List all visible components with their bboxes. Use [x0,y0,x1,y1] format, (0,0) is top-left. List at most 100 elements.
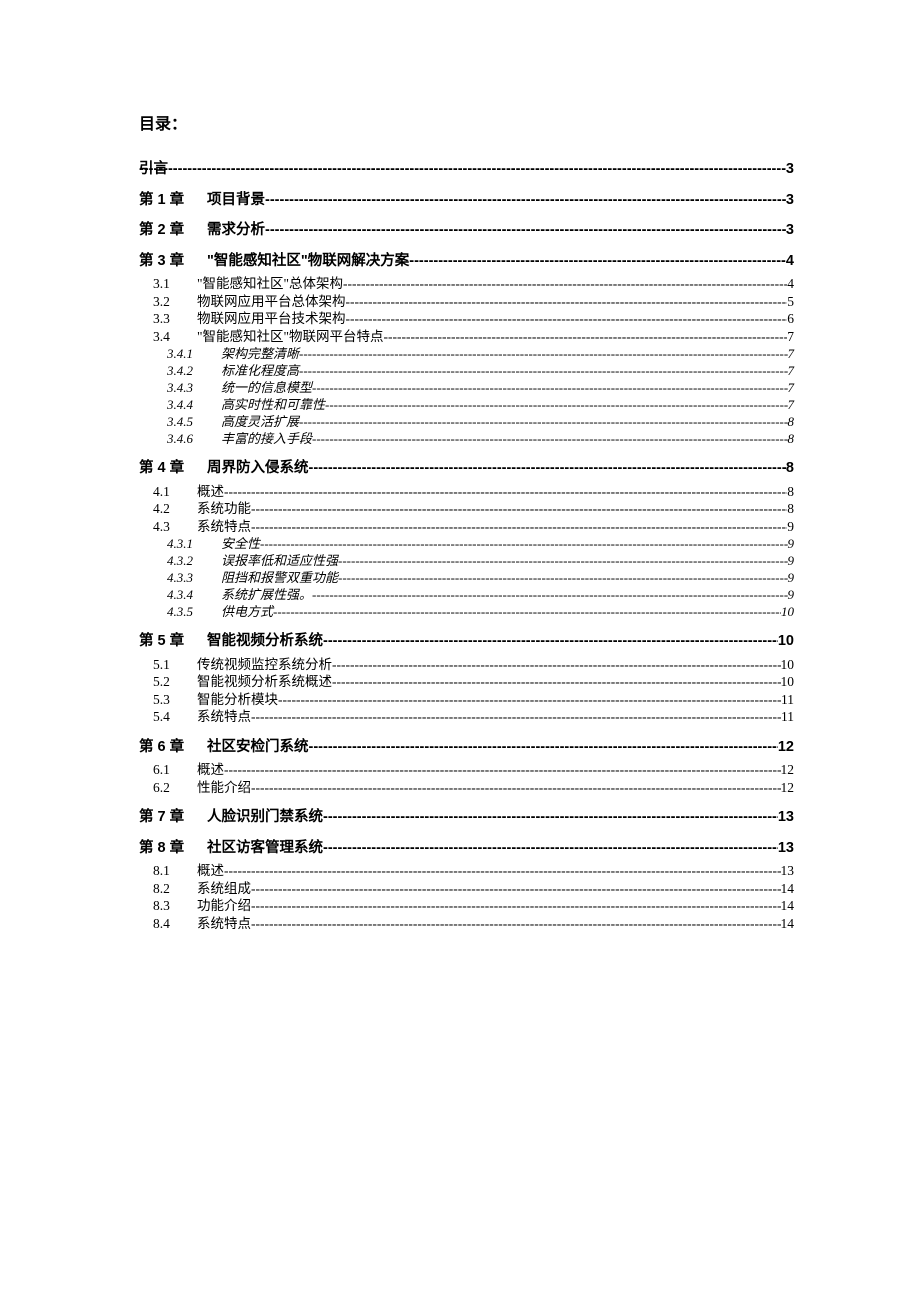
toc-entry-label: 第 5 章 [139,634,207,649]
toc-entry: 5.4系统特点---------------------------------… [139,710,794,724]
toc-entry-label: 第 6 章 [139,740,207,755]
toc-entry-page: 8 [788,432,795,445]
toc-entry-page: 4 [787,277,794,291]
toc-entry-text: 智能视频分析系统 [207,634,323,649]
toc-entry: 8.4系统特点---------------------------------… [139,917,794,931]
toc-entry-label: 4.3.4 [139,588,221,601]
toc-entry: 5.1传统视频监控系统分析---------------------------… [139,658,794,672]
toc-leader-dots: ----------------------------------------… [251,710,781,724]
toc-leader-dots: ----------------------------------------… [343,277,787,291]
toc-leader-dots: ----------------------------------------… [323,841,778,856]
toc-entry-label: 8.3 [139,899,197,913]
toc-leader-dots: ----------------------------------------… [224,485,787,499]
toc-entry-label: 4.3 [139,520,197,534]
toc-entry-page: 13 [778,810,794,825]
toc-entry-label: 3.3 [139,312,197,326]
toc-entry-label: 3.4.5 [139,415,221,428]
toc-leader-dots: ----------------------------------------… [251,882,781,896]
toc-entry: 4.3.4系统扩展性强。----------------------------… [139,588,794,601]
toc-entry-label: 4.3.3 [139,571,221,584]
toc-leader-dots: ----------------------------------------… [251,502,787,516]
toc-entry: 3.2物联网应用平台总体架构 -------------------------… [139,295,794,309]
toc-leader-dots: ----------------------------------------… [409,254,786,269]
toc-leader-dots: ----------------------------------------… [338,554,787,567]
toc-entry-page: 7 [788,381,795,394]
toc-entry-text: "智能感知社区"物联网平台特点 [197,330,384,344]
toc-entry: 第 2 章需求分析 ------------------------------… [139,223,794,238]
toc-entry-text: 项目背景 [207,193,265,208]
toc-entry: 第 5 章智能视频分析系统 --------------------------… [139,634,794,649]
toc-entry: 4.2系统功能 --------------------------------… [139,502,794,516]
toc-entry: 5.3智能分析模块-------------------------------… [139,693,794,707]
toc-entry-label: 3.4.3 [139,381,221,394]
toc-entry-label: 4.2 [139,502,197,516]
toc-entry-label: 5.3 [139,693,197,707]
toc-entry-page: 9 [787,520,794,534]
toc-entry: 4.3.2误报率低和适应性强--------------------------… [139,554,794,567]
toc-entry-label: 第 7 章 [139,810,207,825]
toc-title: 目录： [139,110,794,134]
toc-leader-dots: ----------------------------------------… [278,693,781,707]
toc-entry-label: 4.3.5 [139,605,221,618]
toc-entry: 4.3.1安全性--------------------------------… [139,537,794,550]
toc-entry-text: 需求分析 [207,223,265,238]
toc-leader-dots: ----------------------------------------… [251,917,781,931]
toc-entry: 4.3系统特点 --------------------------------… [139,520,794,534]
toc-leader-dots: ----------------------------------------… [139,162,786,177]
toc-entry-page: 8 [787,502,794,516]
toc-entry: 3.4"智能感知社区"物联网平台特点 ---------------------… [139,330,794,344]
toc-entry-text: 概述 [197,763,224,777]
toc-entry-label: 3.4.4 [139,398,221,411]
toc-leader-dots: ----------------------------------------… [312,381,787,394]
toc-entry: 4.3.3阻挡和报警双重功能--------------------------… [139,571,794,584]
toc-entry: 3.1"智能感知社区"总体架构 ------------------------… [139,277,794,291]
toc-entry-page: 7 [788,398,795,411]
toc-entry-text: 智能视频分析系统概述 [197,675,332,689]
toc-entry-text: 系统扩展性强。 [221,588,312,601]
toc-entry: 4.3.5供电方式 ------------------------------… [139,605,794,618]
toc-entry: 引言--------------------------------------… [139,162,794,177]
toc-entry: 3.4.4高实时性和可靠性---------------------------… [139,398,794,411]
toc-entry-label: 5.2 [139,675,197,689]
toc-entry: 3.3物联网应用平台技术架构 -------------------------… [139,312,794,326]
toc-entry-page: 13 [778,841,794,856]
toc-leader-dots: ----------------------------------------… [346,295,788,309]
toc-entry-page: 11 [781,710,794,724]
toc-entry-page: 9 [788,537,795,550]
toc-entry-text: 系统特点 [197,710,251,724]
toc-entry-label: 3.4.1 [139,347,221,360]
toc-leader-dots: ----------------------------------------… [325,398,787,411]
toc-leader-dots: ----------------------------------------… [332,675,781,689]
toc-entry: 第 6 章社区安检门系统 ---------------------------… [139,740,794,755]
toc-entry-text: 概述 [197,485,224,499]
toc-entry-label: 5.1 [139,658,197,672]
toc-leader-dots: ----------------------------------------… [323,810,778,825]
toc-entry-label: 5.4 [139,710,197,724]
toc-entry-label: 6.1 [139,763,197,777]
toc-entry: 第 4 章周界防入侵系统 ---------------------------… [139,461,794,476]
toc-entry-label: 第 3 章 [139,254,207,269]
toc-entry: 3.4.3统一的信息模型----------------------------… [139,381,794,394]
toc-entry-text: 传统视频监控系统分析 [197,658,332,672]
toc-entry-text: 智能分析模块 [197,693,278,707]
toc-entry-page: 14 [781,899,795,913]
toc-leader-dots: ----------------------------------------… [312,432,787,445]
toc-entry-label: 3.4.2 [139,364,221,377]
toc-leader-dots: ----------------------------------------… [384,330,788,344]
toc-leader-dots: ----------------------------------------… [224,763,781,777]
toc-entry-page: 10 [781,675,795,689]
toc-entry-label: 4.1 [139,485,197,499]
toc-leader-dots: ----------------------------------------… [346,312,788,326]
toc-entry-text: 误报率低和适应性强 [221,554,338,567]
toc-entry-label: 3.4 [139,330,197,344]
toc-entry: 3.4.2标准化程度高-----------------------------… [139,364,794,377]
toc-leader-dots: ----------------------------------------… [265,223,786,238]
toc-entry-page: 6 [787,312,794,326]
toc-entry-label: 3.4.6 [139,432,221,445]
toc-leader-dots: ----------------------------------------… [299,415,787,428]
toc-entry-text: 丰富的接入手段 [221,432,312,445]
toc-entry-page: 8 [786,461,794,476]
toc-entry-text: 社区访客管理系统 [207,841,323,856]
toc-entry-label: 8.1 [139,864,197,878]
toc-entry-page: 9 [788,554,795,567]
